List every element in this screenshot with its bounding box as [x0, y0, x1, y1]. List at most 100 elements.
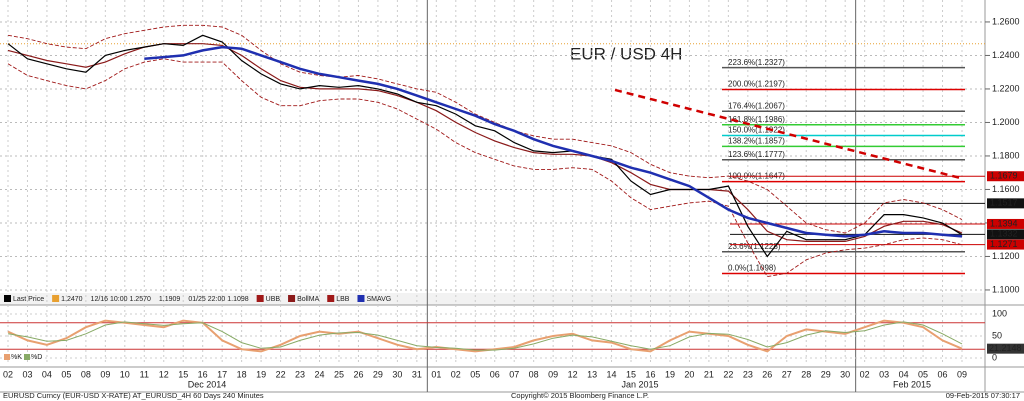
legend-swatch — [52, 295, 60, 302]
y-tick-label: 1.1600 — [992, 184, 1020, 194]
month-label: Jan 2015 — [621, 379, 658, 389]
x-tick-label: 10 — [120, 369, 130, 379]
x-tick-label: 22 — [723, 369, 733, 379]
x-tick-label: 14 — [607, 369, 617, 379]
x-tick-label: 07 — [509, 369, 519, 379]
x-tick-label: 30 — [840, 369, 850, 379]
x-tick-label: 17 — [217, 369, 227, 379]
fib-label: 0.0%(1.1098) — [728, 264, 776, 273]
x-tick-label: 16 — [645, 369, 655, 379]
osc-tick-label: 50 — [992, 330, 1002, 340]
x-tick-label: 03 — [22, 369, 32, 379]
legend-label: UBB — [266, 296, 281, 303]
month-label: Dec 2014 — [188, 379, 227, 389]
x-tick-label: 23 — [743, 369, 753, 379]
legend-bar — [0, 293, 985, 305]
osc-legend-label: %D — [31, 354, 42, 361]
x-tick-label: 09 — [957, 369, 967, 379]
legend-swatch — [288, 295, 296, 302]
x-tick-label: 23 — [295, 369, 305, 379]
legend-label: 1.2470 — [61, 296, 83, 303]
x-tick-label: 28 — [801, 369, 811, 379]
x-tick-label: 06 — [938, 369, 948, 379]
fib-label: 150.0%(1.1922) — [728, 126, 785, 135]
x-tick-label: 05 — [918, 369, 928, 379]
legend-label: LBB — [336, 296, 350, 303]
x-tick-label: 22 — [276, 369, 286, 379]
y-tick-label: 1.1800 — [992, 150, 1020, 160]
osc-tick-label: 100 — [992, 308, 1007, 318]
x-tick-label: 08 — [81, 369, 91, 379]
footer-right: 09-Feb-2015 07:30:17 — [946, 391, 1020, 400]
chart-title: EUR / USD 4H — [570, 44, 682, 63]
series-line — [144, 45, 963, 238]
price-tag — [987, 239, 1024, 250]
x-tick-label: 04 — [899, 369, 909, 379]
price-tag-label: 1.1271 — [990, 239, 1018, 249]
fib-label: 223.6%(1.2327) — [728, 58, 785, 67]
x-tick-label: 01 — [431, 369, 441, 379]
legend-label: SMAVG — [366, 296, 391, 303]
price-tag-label: 1.1679 — [990, 171, 1018, 181]
legend-label: BollMA — [297, 296, 320, 303]
osc-legend-swatch — [24, 354, 30, 360]
legend-label: 1.1909 — [159, 296, 181, 303]
osc-line — [7, 321, 963, 351]
legend-swatch — [4, 295, 11, 302]
y-tick-label: 1.2200 — [992, 83, 1020, 93]
x-tick-label: 21 — [704, 369, 714, 379]
x-tick-label: 03 — [879, 369, 889, 379]
x-tick-label: 26 — [353, 369, 363, 379]
x-tick-label: 15 — [626, 369, 636, 379]
month-label: Feb 2015 — [893, 379, 931, 389]
x-tick-label: 26 — [762, 369, 772, 379]
legend-label: 01/25 22:00 1.1098 — [188, 296, 248, 303]
x-tick-label: 02 — [451, 369, 461, 379]
footer-left: EURUSD Curncy (EUR-USD X-RATE) AT_EURUSD… — [3, 391, 264, 400]
fib-label: 23.6%(1.1228) — [728, 242, 781, 251]
price-tag — [987, 171, 1024, 182]
x-tick-label: 19 — [256, 369, 266, 379]
osc-legend-swatch — [4, 354, 10, 360]
legend-label: 12/16 10:00 1.2570 — [91, 296, 151, 303]
legend-label: Last Price — [13, 296, 44, 303]
osc-tag — [987, 343, 1024, 354]
fib-label: 138.2%(1.1857) — [728, 137, 785, 146]
x-tick-label: 29 — [821, 369, 831, 379]
y-tick-label: 1.2000 — [992, 117, 1020, 127]
osc-legend-label: %K — [11, 354, 22, 361]
legend-swatch — [256, 295, 264, 302]
legend-swatch — [357, 295, 365, 302]
series-line — [7, 58, 963, 278]
x-tick-label: 02 — [3, 369, 13, 379]
x-tick-label: 09 — [100, 369, 110, 379]
price-tag-label: 1.1517 — [990, 198, 1018, 208]
x-tick-label: 12 — [568, 369, 578, 379]
x-tick-label: 05 — [61, 369, 71, 379]
x-tick-label: 24 — [315, 369, 325, 379]
x-tick-label: 31 — [412, 369, 422, 379]
x-tick-label: 13 — [587, 369, 597, 379]
x-tick-label: 08 — [529, 369, 539, 379]
osc-tick-label: 0 — [992, 352, 997, 362]
x-tick-label: 25 — [334, 369, 344, 379]
osc-tag-label: 21.2148 — [989, 343, 1022, 353]
y-tick-label: 1.1000 — [992, 284, 1020, 294]
y-tick-label: 1.2600 — [992, 16, 1020, 26]
fib-label: 200.0%(1.2197) — [728, 80, 785, 89]
price-tag-label: 1.1332 — [990, 229, 1018, 239]
x-tick-label: 20 — [684, 369, 694, 379]
x-tick-label: 11 — [140, 369, 149, 379]
x-tick-label: 19 — [665, 369, 675, 379]
x-tick-label: 02 — [860, 369, 870, 379]
price-tag — [987, 198, 1024, 209]
x-tick-label: 18 — [237, 369, 247, 379]
y-tick-label: 1.1200 — [992, 251, 1020, 261]
x-tick-label: 27 — [782, 369, 792, 379]
x-tick-label: 04 — [42, 369, 52, 379]
x-tick-label: 12 — [159, 369, 169, 379]
fib-label: 176.4%(1.2067) — [728, 101, 785, 110]
x-tick-label: 30 — [392, 369, 402, 379]
